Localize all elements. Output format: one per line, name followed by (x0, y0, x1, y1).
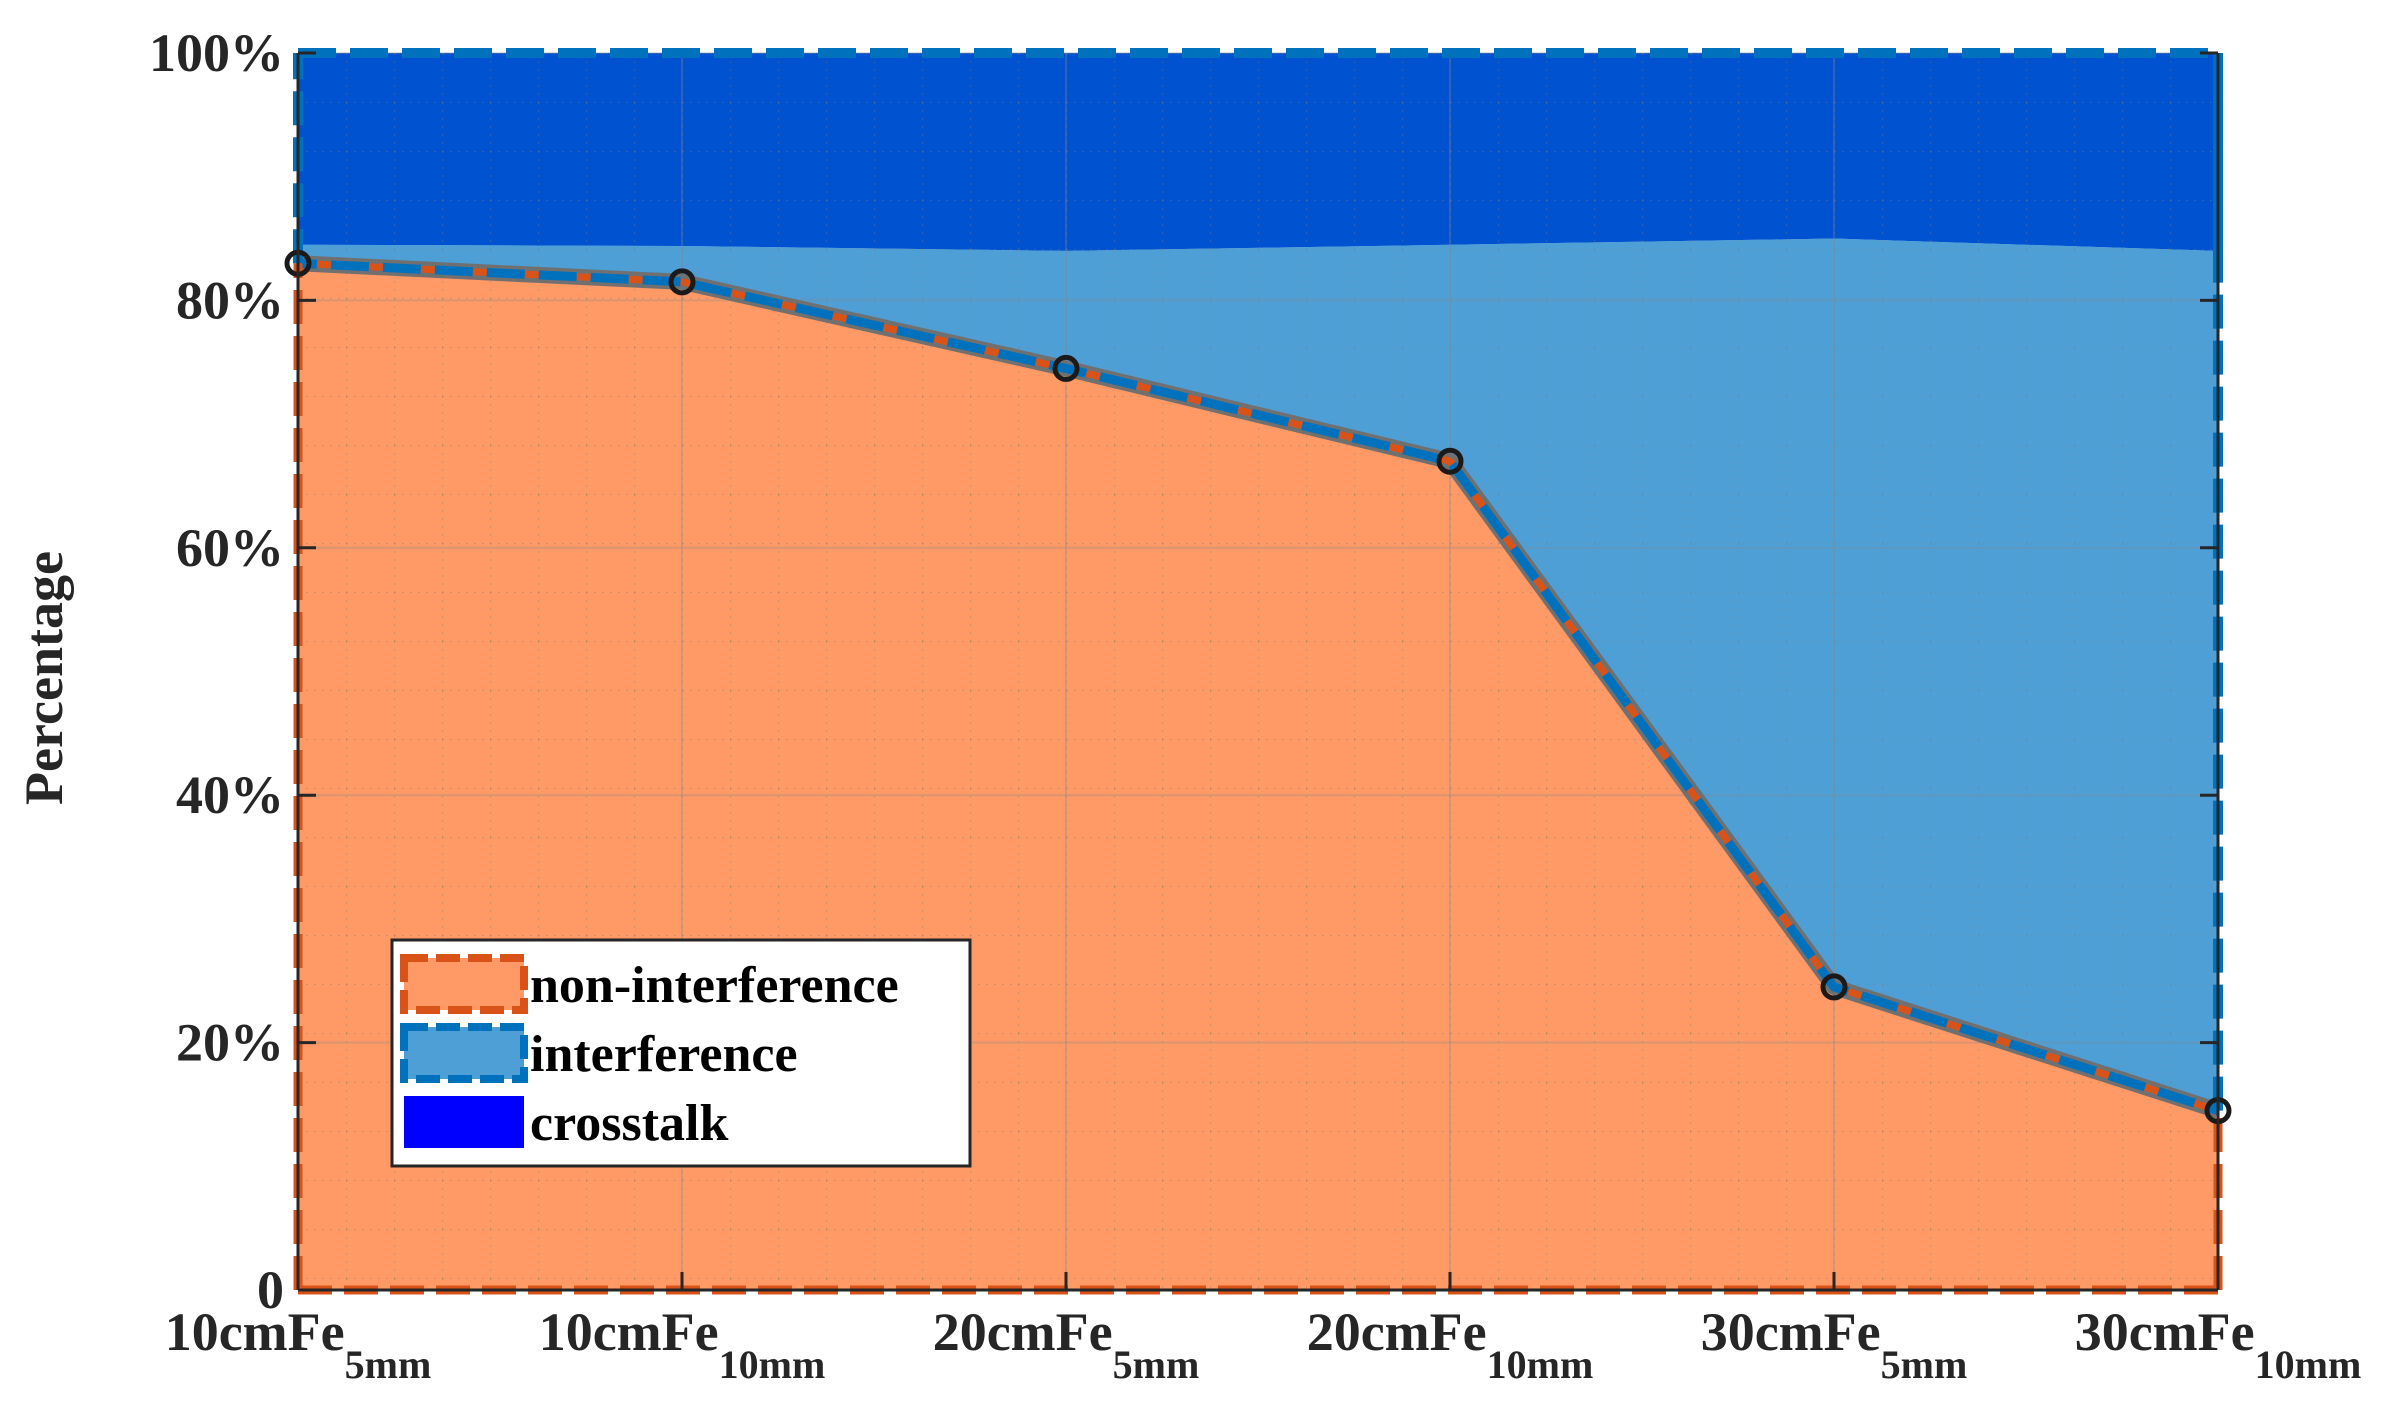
x-tick-label: 30cmFe10mm (2075, 1302, 2362, 1387)
y-tick-label: 100% (149, 23, 284, 83)
y-tick-label: 60% (176, 518, 284, 578)
x-tick-label-base: 20cmFe (1307, 1302, 1487, 1362)
legend-swatch-interference (400, 1023, 528, 1083)
y-tick-label: 0 (257, 1260, 284, 1320)
x-tick-label-base: 20cmFe (933, 1302, 1113, 1362)
x-tick-label-subscript: 10mm (1487, 1342, 1594, 1387)
legend: non-interference interference crosstalk (390, 938, 972, 1168)
edge-interference-lower (297, 258, 2220, 1115)
x-tick-label-subscript: 10mm (2255, 1342, 2362, 1387)
x-tick-label-base: 10cmFe (165, 1302, 345, 1362)
y-tick-label: 40% (176, 765, 284, 825)
x-tick-label-base: 30cmFe (2075, 1302, 2255, 1362)
x-tick-label-base: 30cmFe (1701, 1302, 1881, 1362)
y-axis-label: Percentage (14, 551, 74, 805)
y-tick-label: 20% (176, 1013, 284, 1073)
x-tick-label: 20cmFe5mm (933, 1302, 1200, 1387)
legend-label-interference: interference (530, 1026, 798, 1083)
legend-label-crosstalk: crosstalk (530, 1095, 728, 1152)
legend-swatch-crosstalk (404, 1096, 524, 1148)
data-point-2 (1052, 354, 1080, 382)
x-tick-label: 30cmFe5mm (1701, 1302, 1968, 1387)
y-tick-label: 80% (176, 270, 284, 330)
y-tick-labels: 0 20% 40% 60% 80% 100% (149, 23, 284, 1320)
x-tick-label: 10cmFe5mm (165, 1302, 432, 1387)
legend-label-non-interference: non-interference (530, 957, 899, 1014)
axes (296, 51, 2220, 1292)
x-tick-label: 20cmFe10mm (1307, 1302, 1594, 1387)
x-tick-label-subscript: 10mm (719, 1342, 826, 1387)
x-tick-label-subscript: 5mm (1113, 1342, 1200, 1387)
data-point-4 (1820, 973, 1848, 1001)
data-point-1 (668, 268, 696, 296)
x-tick-label-subscript: 5mm (345, 1342, 432, 1387)
x-tick-label-subscript: 5mm (1881, 1342, 1968, 1387)
x-tick-labels: 10cmFe5mm10cmFe10mm20cmFe5mm20cmFe10mm30… (165, 1302, 2362, 1387)
legend-swatch-non-interference (400, 954, 528, 1014)
x-tick-label: 10cmFe10mm (539, 1302, 826, 1387)
x-tick-label-base: 10cmFe (539, 1302, 719, 1362)
data-point-3 (1436, 447, 1464, 475)
